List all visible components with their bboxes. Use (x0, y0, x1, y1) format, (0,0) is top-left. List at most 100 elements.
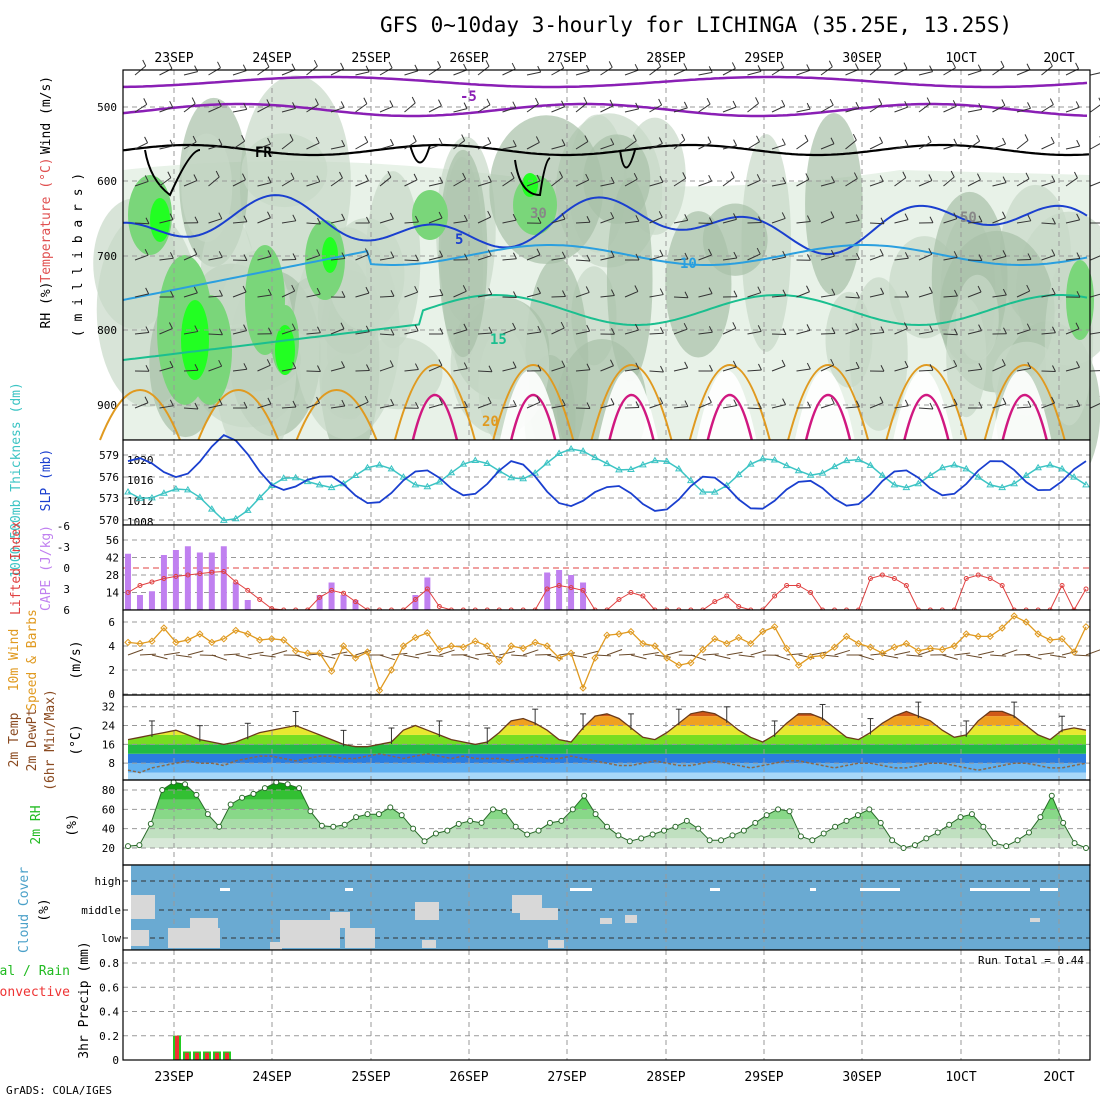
wind-barb (281, 178, 295, 187)
thickness-point (136, 494, 144, 501)
temp-band (128, 763, 1086, 773)
top-date-axis: 23SEP 24SEP 25SEP 26SEP 27SEP 28SEP 29SEP 30SEP… (154, 51, 1074, 66)
wind-barb-flag (1027, 362, 1032, 369)
wind-barb-flag (412, 135, 417, 142)
wind-barb-flag (806, 324, 811, 331)
wind-barb (600, 256, 615, 261)
wind-barb (330, 328, 345, 335)
date-label-top: 1OCT (945, 51, 976, 66)
wind-barb-flag (217, 61, 221, 69)
cloud-block (422, 940, 436, 948)
wind-barb (208, 365, 222, 372)
wind-barb (183, 292, 198, 298)
wind-barb (918, 292, 933, 298)
wind-barb (306, 332, 321, 335)
wind-barb (330, 258, 345, 261)
wind-barb (427, 654, 444, 657)
wind-barb-flag (191, 97, 196, 104)
thickness-point (148, 493, 156, 501)
wind-barb-flag (586, 324, 591, 332)
wind-barb-flag (194, 216, 199, 223)
wind-barb-flag (781, 359, 786, 367)
label-cloud: Cloud Cover (17, 867, 32, 953)
wind-barb-flag (512, 101, 517, 108)
footer-credit: GrADS: COLA/IGES (6, 1084, 112, 1097)
wind-barb-flag (169, 100, 174, 108)
rh-band (128, 799, 1086, 810)
wind-barb-flag (1098, 97, 1100, 102)
thickness-point (962, 464, 971, 472)
wind-barb (1061, 650, 1078, 656)
wind-barb (1090, 143, 1100, 150)
wind-barb-flag (560, 61, 565, 69)
wind-barb (618, 653, 635, 656)
li-point (772, 593, 778, 599)
wind-barb-flag (414, 324, 419, 332)
wind-barb (747, 330, 762, 335)
wind-barb (600, 105, 614, 113)
tick-label: 56 (106, 534, 119, 547)
wind-barb (1065, 219, 1080, 224)
wind-speed-point (830, 643, 839, 651)
thickness-point (327, 483, 336, 491)
rh-point (923, 835, 930, 842)
wind-barb-flag (1051, 175, 1056, 182)
wind-barb (134, 293, 149, 298)
wind-barb-flag (241, 134, 246, 142)
wind-barb (771, 182, 786, 187)
tick-label: 0 (112, 1054, 119, 1067)
wind-barb (526, 141, 540, 150)
tick-label: 0 (108, 688, 115, 701)
wind-barb-flag (366, 216, 370, 224)
wind-barb (630, 654, 647, 660)
li-point (808, 590, 814, 595)
rh-point (638, 835, 645, 842)
wind-barb (600, 295, 615, 298)
wind-barb (918, 331, 933, 335)
wind-barb (1090, 403, 1100, 409)
wind-barb-flag (880, 365, 885, 372)
wind-barb (673, 258, 689, 261)
wind-barb-flag (487, 249, 492, 256)
wind-barb-flag (510, 171, 515, 179)
rh-point (843, 817, 850, 824)
wind-barb (477, 402, 492, 409)
wind-barb-flag (194, 65, 199, 72)
wind-barb (943, 333, 958, 336)
cloud-high (345, 888, 353, 891)
wind-barb-flag (340, 322, 345, 329)
wind-barb (698, 142, 712, 150)
thickness-point (818, 469, 827, 476)
wind-barb-flag (316, 249, 321, 256)
wind-speed-point (459, 643, 468, 651)
wind-barb-flag (340, 101, 345, 108)
wind-barb-flag (1026, 323, 1031, 330)
label-slp: SLP (mb) (39, 449, 54, 512)
wind-barb (722, 405, 737, 409)
rh-point (261, 785, 268, 792)
wind-barb (698, 71, 713, 76)
date-label-bottom: 30SEP (842, 1070, 881, 1085)
cloud-high (220, 888, 230, 891)
wind-barb (183, 103, 196, 113)
wind-barb-flag (782, 398, 787, 405)
wind-barb-flag (1000, 60, 1005, 68)
thickness-point (950, 460, 959, 468)
wind-barb-flag (831, 327, 836, 334)
rh-point (182, 781, 189, 788)
wind-barb-flag (684, 291, 689, 298)
wind-barb-flag (316, 175, 321, 182)
wind-speed-point (1082, 623, 1090, 631)
wind-barb (992, 217, 1006, 224)
wind-speed-line (127, 615, 1087, 693)
wind-barb-flag (904, 139, 909, 147)
wind-speed-point (639, 639, 647, 648)
wind-barb (918, 180, 933, 187)
rh-shade (438, 149, 488, 358)
wind-barb (502, 177, 515, 187)
rh-point (501, 808, 508, 815)
wind-barb-flag (978, 215, 983, 223)
wind-barb-flag (976, 134, 981, 142)
wind-barb-flag (439, 397, 443, 405)
wind-barb (257, 255, 272, 261)
